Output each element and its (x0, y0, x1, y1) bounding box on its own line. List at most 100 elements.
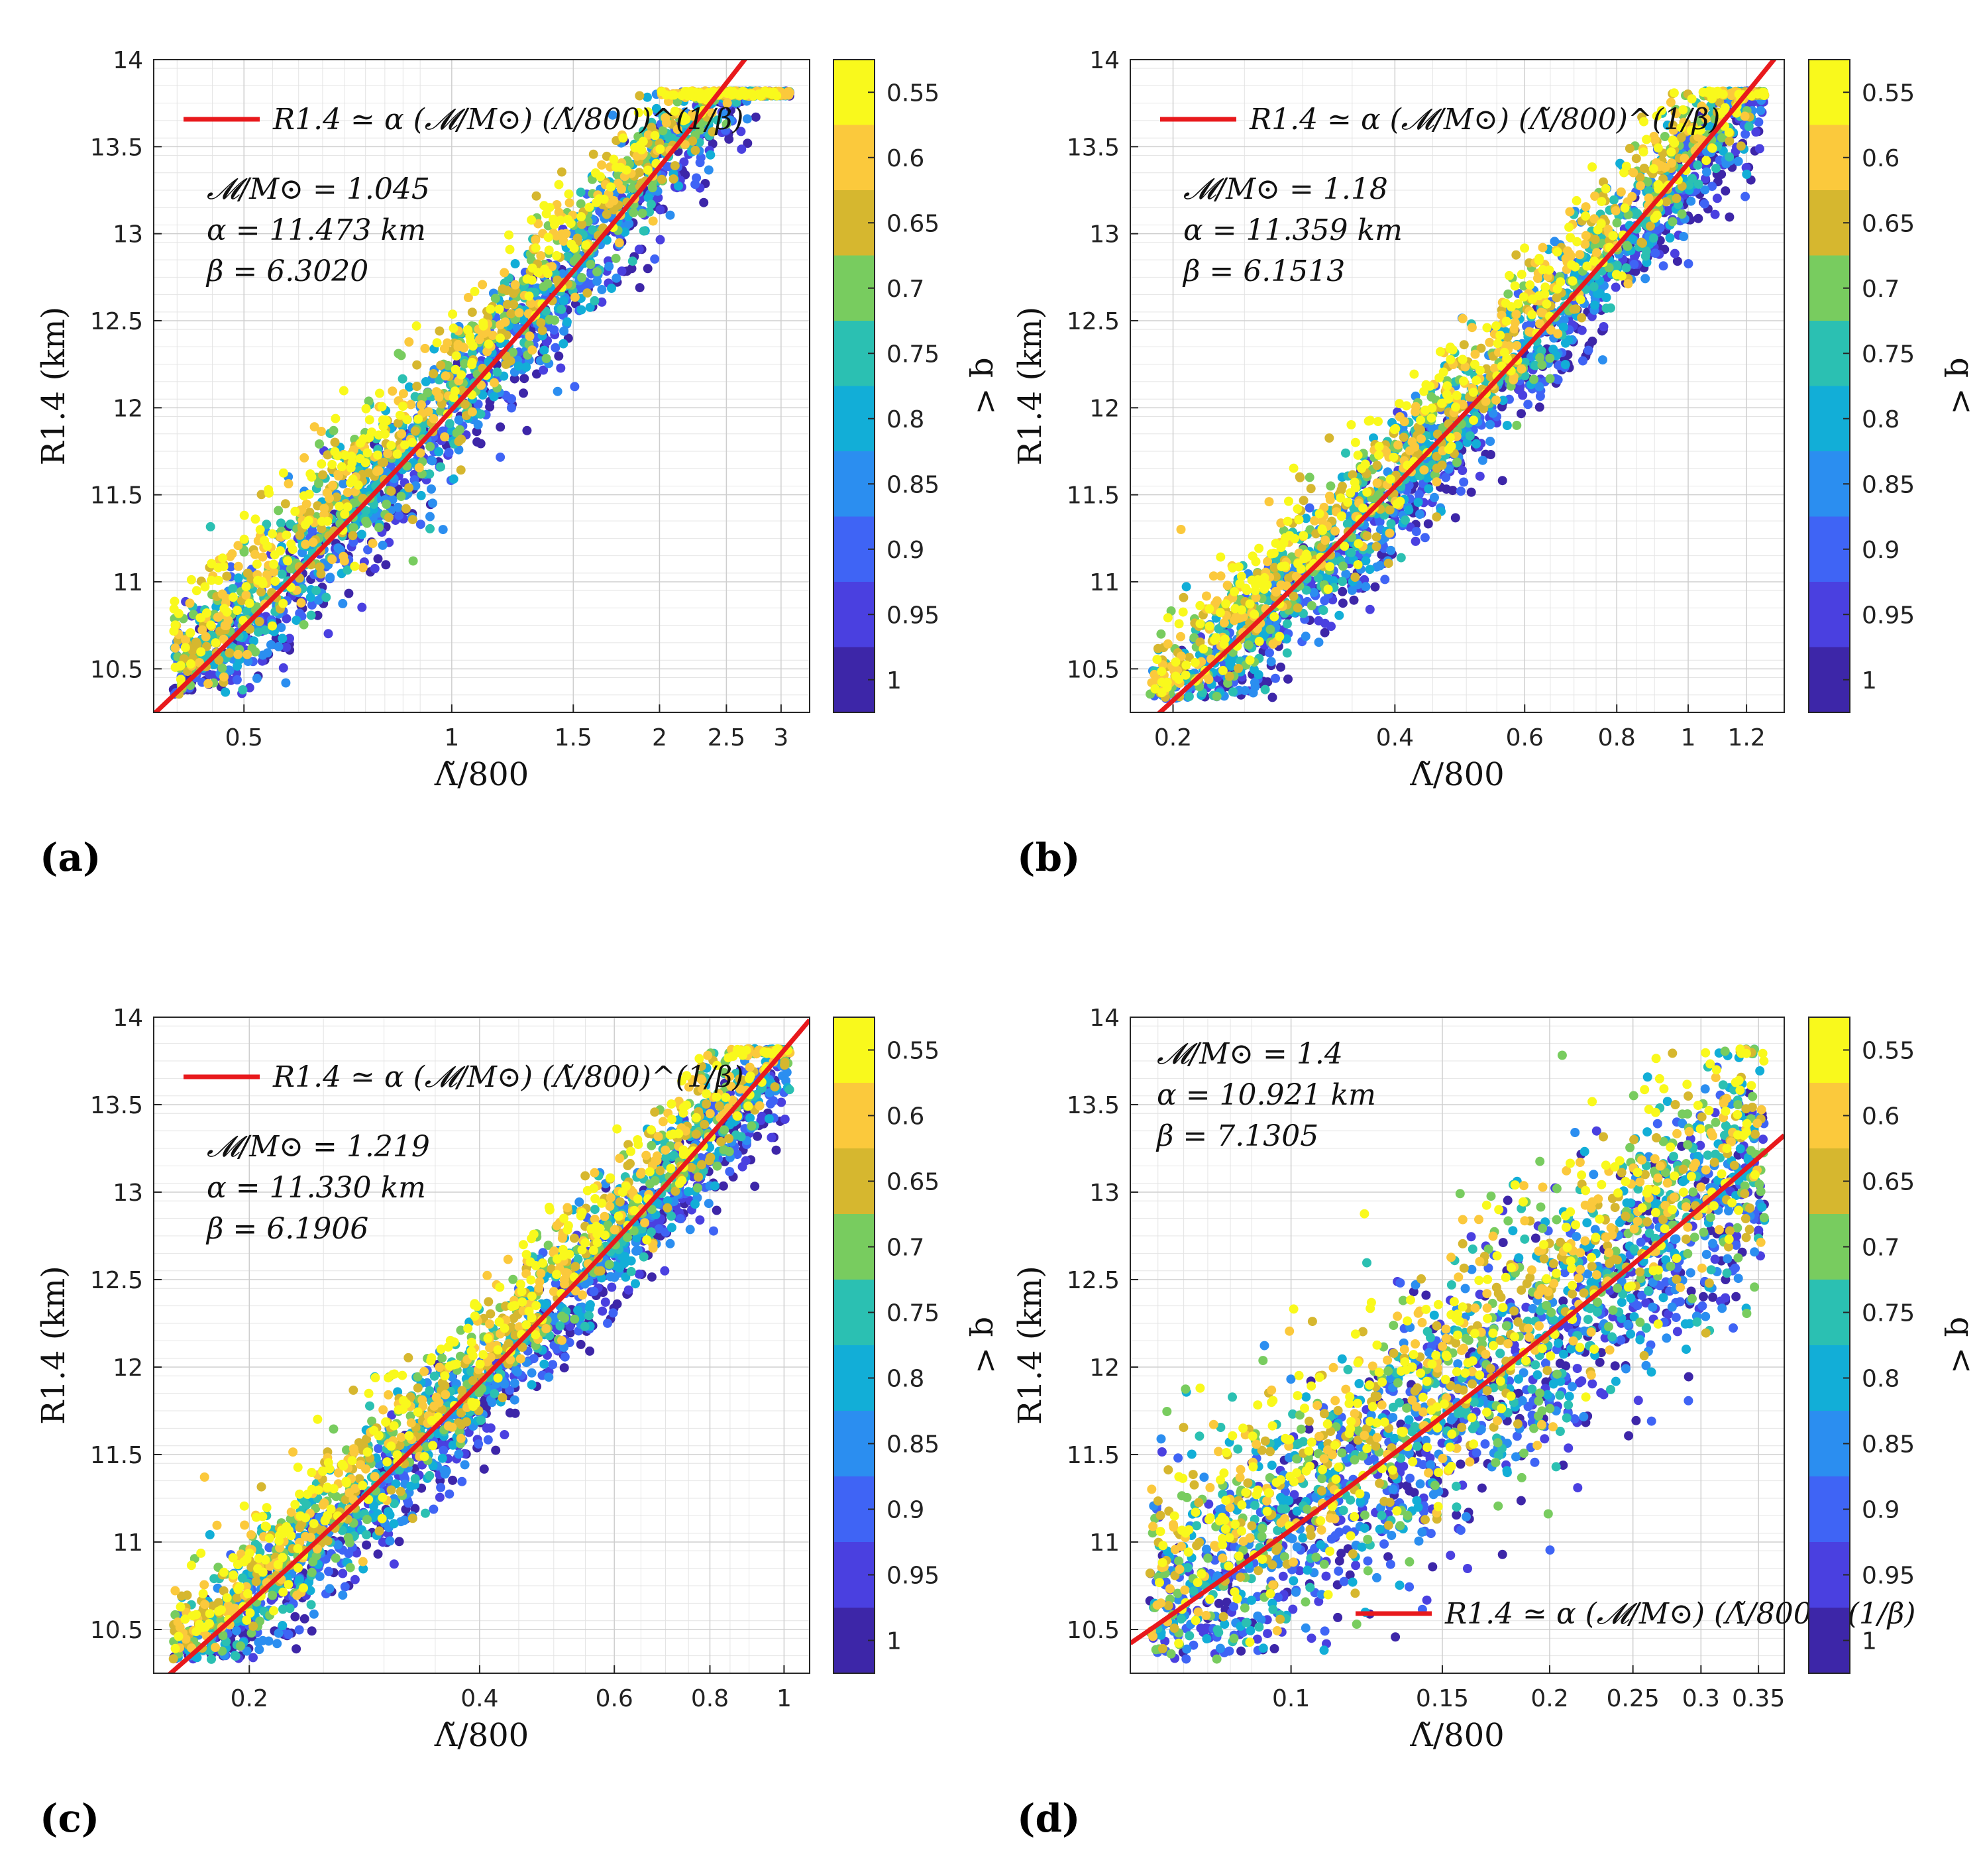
scatter-point (383, 449, 393, 459)
scatter-point (1334, 610, 1344, 620)
scatter-point (274, 506, 284, 516)
scatter-point (282, 530, 292, 540)
scatter-point (1670, 248, 1680, 258)
scatter-point (434, 392, 444, 402)
scatter-point (262, 648, 272, 658)
scatter-point (286, 520, 295, 529)
scatter-point (685, 89, 695, 98)
scatter-point (489, 392, 499, 402)
scatter-point (496, 320, 505, 330)
scatter-point (554, 180, 564, 190)
scatter-point (205, 522, 215, 531)
scatter-point (417, 400, 426, 410)
scatter-point (274, 641, 284, 651)
scatter-point (1644, 186, 1654, 195)
scatter-point (381, 560, 391, 570)
scatter-point (1361, 556, 1371, 566)
scatter-point (611, 253, 621, 263)
scatter-point (1472, 376, 1481, 386)
scatter-point (1316, 542, 1326, 552)
scatter-point (1580, 239, 1590, 249)
scatter-point (1456, 486, 1466, 496)
scatter-point (1635, 172, 1645, 182)
scatter-point (468, 341, 478, 351)
colorbar-tick-label: 0.9 (886, 537, 924, 564)
scatter-point (211, 638, 221, 648)
scatter-point (780, 90, 790, 100)
scatter-point (1305, 503, 1314, 513)
x-axis-title: Λ̃/800 (434, 756, 529, 793)
scatter-point (1515, 385, 1525, 395)
scatter-point (562, 317, 572, 327)
scatter-point (531, 235, 541, 245)
scatter-point (1415, 510, 1424, 519)
scatter-point (552, 200, 562, 209)
scatter-point (608, 110, 617, 120)
scatter-point (1422, 473, 1432, 483)
scatter-point (1181, 582, 1191, 592)
scatter-point (454, 415, 464, 425)
scatter-point (1326, 481, 1336, 491)
scatter-point (504, 230, 513, 240)
scatter-point (1661, 197, 1671, 207)
scatter-point (306, 610, 316, 620)
scatter-point (1324, 491, 1334, 501)
scatter-point (1380, 575, 1390, 584)
colorbar-title: q < (968, 357, 1005, 414)
scatter-point (576, 188, 586, 197)
scatter-point (394, 510, 404, 520)
scatter-point (1565, 207, 1575, 217)
scatter-point (364, 415, 374, 425)
scatter-point (1470, 349, 1480, 359)
scatter-point (425, 441, 435, 451)
scatter-point (639, 226, 649, 236)
scatter-point (1742, 170, 1752, 179)
scatter-point (1251, 592, 1261, 602)
scatter-point (258, 552, 268, 562)
scatter-point (1633, 209, 1642, 219)
colorbar-segment (833, 255, 875, 321)
scatter-point (413, 414, 423, 424)
scatter-point (343, 488, 352, 497)
scatter-point (305, 508, 315, 518)
scatter-point (655, 205, 665, 215)
scatter-point (507, 394, 516, 404)
scatter-point (1563, 246, 1572, 256)
scatter-point (742, 89, 752, 99)
scatter-point (1740, 192, 1750, 201)
scatter-point (1665, 233, 1675, 243)
scatter-point (526, 298, 536, 308)
scatter-point (514, 308, 524, 318)
scatter-point (436, 462, 445, 472)
scatter-point (186, 659, 195, 669)
scatter-point (1284, 573, 1294, 583)
scatter-point (213, 612, 223, 622)
scatter-point (208, 670, 218, 680)
scatter-point (1324, 433, 1334, 443)
scatter-point (317, 524, 327, 533)
scatter-point (325, 494, 334, 504)
scatter-point (1248, 688, 1258, 698)
colorbar-tick-label: 0.95 (886, 602, 939, 629)
scatter-point (323, 450, 333, 460)
scatter-point (305, 592, 315, 602)
scatter-point (712, 115, 722, 125)
scatter-point (592, 197, 602, 207)
scatter-point (252, 559, 262, 569)
scatter-point (170, 643, 180, 653)
scatter-point (377, 457, 387, 467)
scatter-point (185, 598, 195, 608)
scatter-point (1550, 237, 1560, 247)
scatter-point (1629, 260, 1639, 269)
scatter-point (460, 359, 470, 368)
scatter-point (242, 649, 252, 659)
scatter-point (1546, 325, 1556, 335)
scatter-point (170, 663, 180, 672)
scatter-point (562, 252, 572, 261)
scatter-point (513, 361, 523, 371)
scatter-point (506, 356, 515, 366)
scatter-point (643, 107, 653, 117)
scatter-point (1485, 337, 1495, 347)
scatter-point (557, 167, 566, 177)
